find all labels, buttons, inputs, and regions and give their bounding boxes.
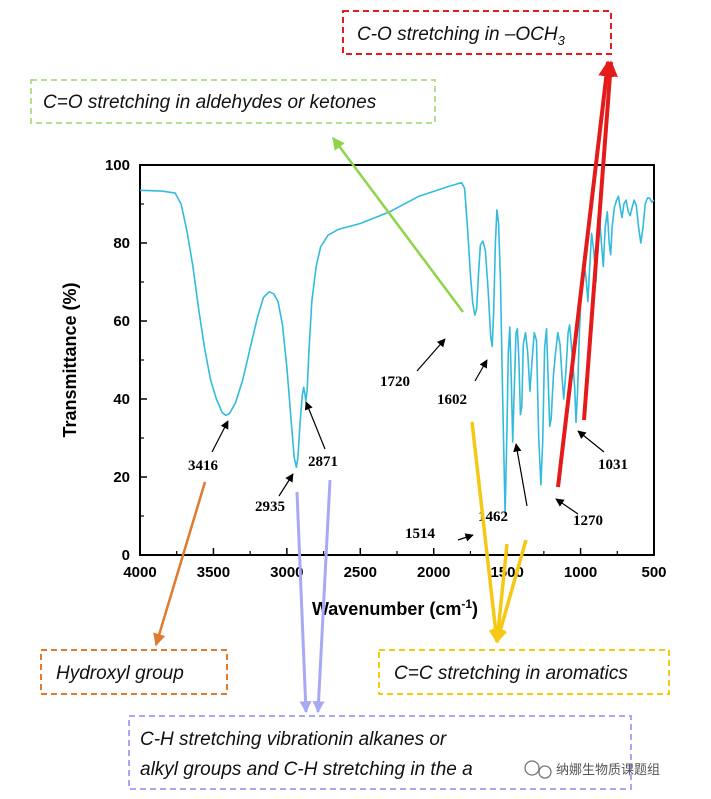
peak-label-2935: 2935 [255,499,285,515]
x-axis-ticks: 4000 3500 3000 2500 2000 1500 1000 500 [123,548,667,581]
x-tick-label: 3500 [197,564,230,581]
y-tick-label: 60 [113,313,130,330]
annotation-carbonyl: C=O stretching in aldehydes or ketones [30,79,436,124]
pointer-1602 [474,359,488,382]
x-axis-label: Wavenumber (cm-1) [312,597,478,619]
pointer-3416 [211,420,229,453]
annotation-arrows [153,60,618,714]
arrow-hydroxyl [153,481,207,647]
y-tick-label: 20 [113,469,130,486]
pointer-2935 [278,473,294,497]
arrow-ch-b [312,479,332,714]
arrow-ch-a [295,491,312,714]
pointer-2871 [304,401,326,450]
x-tick-label: 2000 [417,564,450,581]
y-tick-label: 80 [113,235,130,252]
y-axis-label: Transmittance (%) [60,282,80,437]
x-tick-label: 2500 [344,564,377,581]
pointer-1462 [513,443,528,507]
svg-text:C-O stretching in –OCH3: C-O stretching in –OCH3 [357,24,566,48]
watermark: 纳娜生物质课题组 [524,760,660,779]
svg-text:C=O stretching in aldehydes or: C=O stretching in aldehydes or ketones [43,92,377,113]
arrow-aromatic-b [491,543,509,644]
peak-label-1462: 1462 [478,509,508,525]
arrow-carbonyl [331,136,465,313]
annotation-hydroxyl: Hydroxyl group [40,649,228,695]
peak-label-1031: 1031 [598,457,628,473]
svg-text:alkyl groups and C-H stretchin: alkyl groups and C-H stretching in the a [140,759,473,780]
arrow-aromatic-a [470,421,503,644]
annotation-ch-stretching: C-H stretching vibrationin alkanes or al… [128,715,632,790]
svg-text:纳娜生物质课题组: 纳娜生物质课题组 [556,763,660,778]
annotation-och3: C-O stretching in –OCH3 [342,10,612,55]
y-tick-label: 40 [113,391,130,408]
y-axis-ticks: 0 20 40 60 80 100 [105,157,147,564]
peak-label-1270: 1270 [573,513,603,529]
peak-label-3416: 3416 [188,458,219,474]
arrow-och3-b [582,60,618,421]
peak-label-2871: 2871 [308,454,338,470]
x-tick-label: 1000 [564,564,597,581]
pointer-1514 [457,533,474,542]
x-tick-label: 4000 [123,564,156,581]
annotation-aromatic: C=C stretching in aromatics [378,649,670,695]
pointer-1031 [577,430,605,453]
svg-text:C-H stretching vibrationin alk: C-H stretching vibrationin alkanes or [140,729,447,750]
spectrum-line [139,181,655,515]
x-tick-label: 3000 [270,564,303,581]
pointer-1720 [416,338,446,372]
arrow-aromatic-c [493,539,528,644]
svg-text:C=C stretching in aromatics: C=C stretching in aromatics [394,663,628,684]
peak-label-1602: 1602 [437,392,467,408]
svg-text:Hydroxyl group: Hydroxyl group [56,663,184,684]
peak-label-1514: 1514 [405,526,436,542]
peak-pointer-arrows [211,338,605,542]
pointer-1270 [555,498,579,515]
y-tick-label: 100 [105,157,130,174]
peak-label-1720: 1720 [380,374,410,390]
x-tick-label: 500 [641,564,666,581]
arrow-och3-a [556,60,615,488]
y-tick-label: 0 [122,547,130,564]
